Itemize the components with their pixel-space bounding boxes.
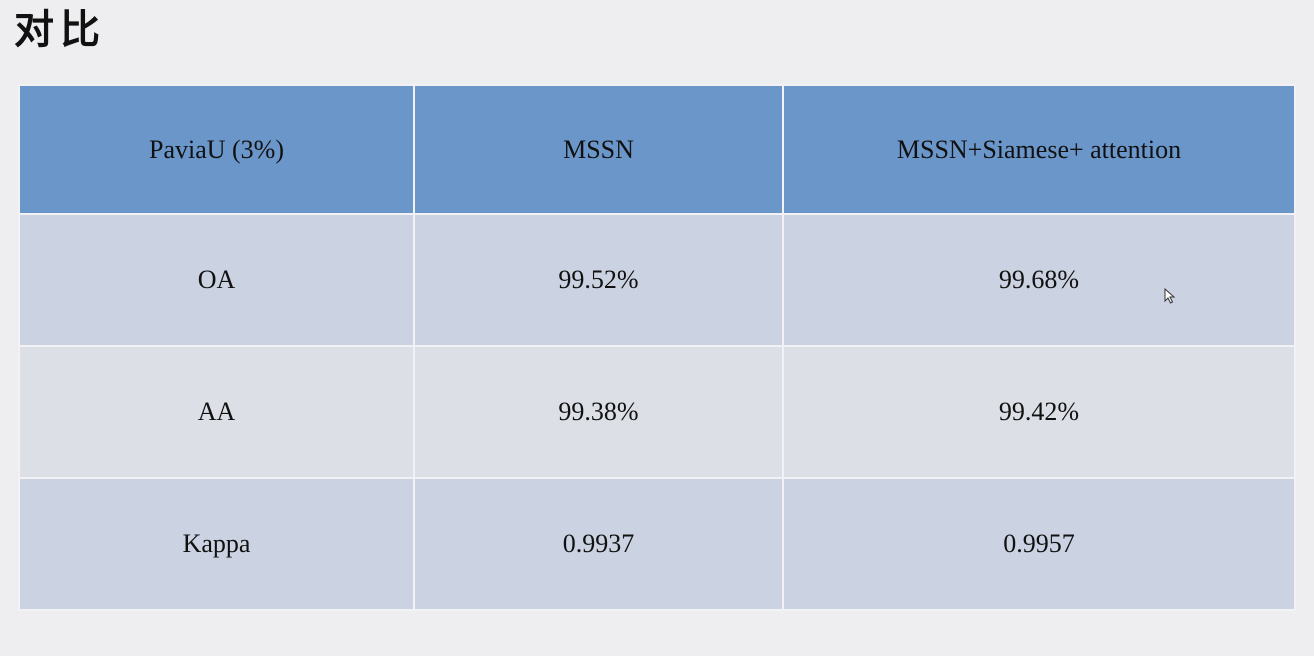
header-cell-mssn-siamese-attention: MSSN+Siamese+ attention: [782, 84, 1296, 215]
page-title: 对比: [14, 7, 106, 53]
table-cell: 99.42%: [782, 345, 1296, 479]
table-row: OA 99.52% 99.68%: [18, 213, 1296, 347]
table-row: Kappa 0.9937 0.9957: [18, 477, 1296, 611]
table-body: OA 99.52% 99.68% AA 99.38% 99.42% Kappa …: [18, 213, 1296, 611]
comparison-table: PaviaU (3%) MSSN MSSN+Siamese+ attention…: [18, 84, 1296, 611]
header-cell-mssn: MSSN: [413, 84, 784, 215]
header-row: PaviaU (3%) MSSN MSSN+Siamese+ attention: [18, 84, 1296, 215]
table-cell: 99.68%: [782, 213, 1296, 347]
table-cell: 0.9937: [413, 477, 784, 611]
table-cell: 99.38%: [413, 345, 784, 479]
row-label-kappa: Kappa: [18, 477, 415, 611]
table-cell: 0.9957: [782, 477, 1296, 611]
table-row: AA 99.38% 99.42%: [18, 345, 1296, 479]
mouse-pointer-icon: [1164, 288, 1176, 304]
row-label-aa: AA: [18, 345, 415, 479]
header-cell-dataset: PaviaU (3%): [18, 84, 415, 215]
table-header: PaviaU (3%) MSSN MSSN+Siamese+ attention: [18, 84, 1296, 215]
comparison-table-container: PaviaU (3%) MSSN MSSN+Siamese+ attention…: [18, 84, 1296, 611]
row-label-oa: OA: [18, 213, 415, 347]
table-cell: 99.52%: [413, 213, 784, 347]
